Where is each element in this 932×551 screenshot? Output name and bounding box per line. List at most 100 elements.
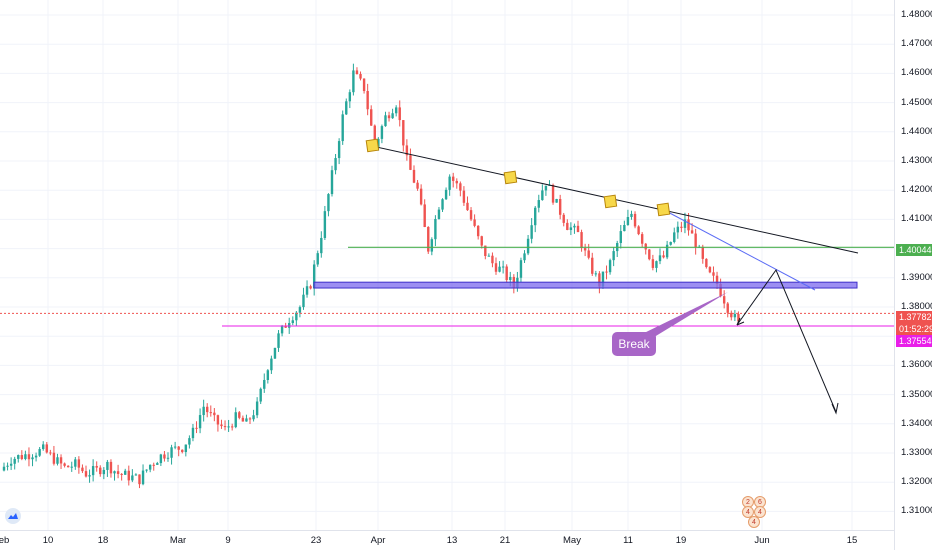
- candle-body: [633, 213, 637, 227]
- time-tick-label: 21: [499, 535, 511, 546]
- candle-body: [501, 266, 505, 268]
- time-tick-label: eb: [0, 535, 10, 546]
- candle-body: [13, 458, 16, 464]
- candle-body: [323, 211, 327, 238]
- candle-body: [359, 74, 362, 79]
- candle-body: [109, 461, 113, 474]
- candle-body: [245, 418, 248, 422]
- candle-body: [384, 115, 387, 127]
- candle-body: [238, 412, 241, 418]
- candle-body: [669, 241, 672, 245]
- candle-body: [59, 457, 63, 464]
- candle-body: [17, 455, 20, 459]
- candle-body: [484, 245, 487, 256]
- candle-body: [494, 263, 498, 272]
- candle-body: [159, 454, 163, 464]
- price-tag: 01:52:29: [896, 323, 932, 335]
- candle-body: [722, 296, 726, 304]
- candle-body: [498, 266, 501, 272]
- price-scale[interactable]: 1.48000 1.47000 1.46000 1.45000 1.44000 1.430…: [894, 0, 932, 550]
- candle-body: [9, 463, 13, 466]
- candle-body: [680, 226, 683, 228]
- candle-body: [394, 107, 398, 114]
- break-callout[interactable]: Break: [612, 332, 656, 356]
- candle-body: [173, 446, 177, 448]
- candle-body: [24, 454, 27, 460]
- event-marker[interactable]: 4: [754, 506, 766, 518]
- candle-body: [444, 189, 448, 200]
- candle-body: [70, 466, 73, 468]
- economic-events-icon[interactable]: 2 6 4 4 4: [740, 496, 774, 528]
- price-tick-label: 1.42000: [901, 184, 932, 196]
- price-tick-label: 1.34000: [901, 417, 932, 429]
- candle-body: [608, 260, 612, 273]
- candle-body: [662, 255, 665, 258]
- candle-body: [398, 107, 401, 121]
- candle-body: [673, 232, 676, 242]
- candle-body: [530, 225, 533, 239]
- candle-body: [20, 455, 24, 460]
- candle-body: [427, 227, 430, 252]
- candle-body: [480, 236, 483, 246]
- candle-body: [558, 198, 562, 215]
- candle-body: [270, 358, 273, 371]
- candle-body: [534, 207, 537, 226]
- candle-body: [541, 190, 544, 201]
- price-tick-label: 1.48000: [901, 9, 932, 20]
- candle-body: [177, 446, 180, 450]
- candle-body: [166, 457, 170, 459]
- event-marker[interactable]: 4: [742, 506, 754, 518]
- candle-body: [184, 444, 188, 453]
- candle-body: [612, 251, 615, 261]
- candle-body: [580, 232, 583, 249]
- arrow-head: [831, 402, 839, 415]
- candle-body: [38, 449, 41, 456]
- candle-body: [2, 466, 6, 471]
- event-marker[interactable]: 4: [748, 516, 760, 528]
- candle-body: [152, 464, 155, 466]
- candle-body: [95, 466, 98, 468]
- candle-body: [676, 226, 680, 233]
- price-tick-label: 1.47000: [901, 38, 932, 50]
- price-tick-label: 1.33000: [901, 447, 932, 458]
- candle-body: [138, 474, 141, 485]
- candle-body: [352, 70, 355, 93]
- candle-body: [6, 465, 9, 467]
- candle-body: [27, 454, 31, 460]
- candle-body: [683, 219, 687, 228]
- pivot-marker: [656, 202, 671, 217]
- price-tick-label: 1.41000: [901, 213, 932, 225]
- tradingview-logo-icon[interactable]: [5, 508, 21, 524]
- time-tick-label: May: [563, 535, 581, 546]
- candle-body: [198, 415, 202, 429]
- candle-body: [206, 406, 209, 413]
- candle-body: [587, 250, 590, 258]
- candle-body: [387, 115, 391, 119]
- candle-body: [626, 217, 630, 226]
- candle-body: [523, 253, 526, 261]
- price-tick-label: 1.39000: [901, 271, 932, 283]
- candle-body: [640, 234, 644, 244]
- candle-body: [576, 225, 580, 233]
- candle-body: [644, 243, 647, 250]
- candle-body: [362, 78, 366, 91]
- price-plot[interactable]: [0, 0, 894, 530]
- candle-body: [148, 464, 152, 470]
- price-tick-label: 1.46000: [901, 67, 932, 79]
- candle-body: [366, 90, 369, 110]
- candle-body: [337, 141, 341, 159]
- candle-body: [573, 225, 576, 228]
- candle-body: [298, 307, 302, 313]
- candle-body: [191, 427, 195, 439]
- candle-body: [370, 109, 373, 126]
- candle-body: [309, 286, 312, 289]
- candle-body: [591, 257, 594, 274]
- time-axis[interactable]: eb 10 18 Mar 9 23 Apr 13 21 May 11 19 Jun 15: [0, 530, 894, 551]
- candle-body: [455, 180, 458, 184]
- candle-body: [156, 463, 159, 465]
- candle-body: [334, 158, 337, 171]
- time-tick-label: 15: [846, 535, 858, 546]
- candle-body: [312, 264, 316, 289]
- candle-body: [459, 183, 462, 191]
